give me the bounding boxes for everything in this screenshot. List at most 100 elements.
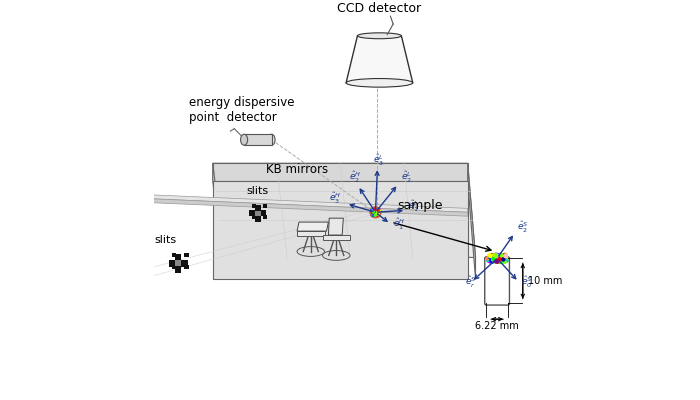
Circle shape xyxy=(494,258,497,262)
Circle shape xyxy=(373,208,375,210)
Circle shape xyxy=(503,253,507,256)
Circle shape xyxy=(374,210,376,212)
Bar xyxy=(255,211,260,216)
Circle shape xyxy=(376,214,378,216)
Circle shape xyxy=(373,211,375,213)
Circle shape xyxy=(502,258,505,261)
Text: $\hat{e}^S_2$: $\hat{e}^S_2$ xyxy=(517,220,528,235)
Circle shape xyxy=(497,256,500,260)
Circle shape xyxy=(487,255,491,258)
Circle shape xyxy=(372,210,374,211)
Circle shape xyxy=(491,253,494,256)
Polygon shape xyxy=(213,163,468,181)
Circle shape xyxy=(372,213,374,214)
Circle shape xyxy=(499,260,503,263)
Circle shape xyxy=(374,214,376,216)
Polygon shape xyxy=(213,163,225,279)
Circle shape xyxy=(487,259,490,262)
Circle shape xyxy=(491,258,494,261)
Circle shape xyxy=(496,260,500,263)
Circle shape xyxy=(490,257,493,260)
Circle shape xyxy=(500,254,503,257)
Bar xyxy=(255,205,261,222)
Circle shape xyxy=(496,258,498,261)
Text: 6.22 mm: 6.22 mm xyxy=(475,321,519,331)
Text: $\hat{e}^H_3$: $\hat{e}^H_3$ xyxy=(329,191,341,206)
Polygon shape xyxy=(146,195,468,212)
Circle shape xyxy=(499,256,502,259)
Circle shape xyxy=(492,254,495,257)
Circle shape xyxy=(493,255,496,258)
Circle shape xyxy=(496,256,498,259)
Circle shape xyxy=(376,209,377,211)
Circle shape xyxy=(374,212,377,214)
Circle shape xyxy=(376,212,378,214)
Circle shape xyxy=(372,209,374,211)
Circle shape xyxy=(375,210,377,212)
Circle shape xyxy=(489,259,492,262)
Circle shape xyxy=(373,214,375,216)
Circle shape xyxy=(498,254,502,258)
Circle shape xyxy=(372,210,374,212)
Circle shape xyxy=(496,256,500,259)
Circle shape xyxy=(372,212,374,214)
Circle shape xyxy=(378,208,380,210)
Circle shape xyxy=(370,209,372,211)
Circle shape xyxy=(497,259,500,262)
Circle shape xyxy=(492,260,495,263)
Circle shape xyxy=(495,260,498,263)
Circle shape xyxy=(494,253,497,256)
Circle shape xyxy=(496,258,499,261)
Text: CCD detector: CCD detector xyxy=(337,2,421,15)
Circle shape xyxy=(492,258,495,261)
Text: $\hat{e}^S_r$: $\hat{e}^S_r$ xyxy=(465,275,477,290)
Circle shape xyxy=(500,258,504,261)
Circle shape xyxy=(505,259,508,262)
Circle shape xyxy=(374,208,375,210)
Circle shape xyxy=(499,258,503,262)
Bar xyxy=(172,265,176,269)
Circle shape xyxy=(494,260,497,263)
Circle shape xyxy=(373,214,375,216)
Circle shape xyxy=(499,254,503,258)
Circle shape xyxy=(498,260,501,263)
Circle shape xyxy=(489,256,491,260)
Circle shape xyxy=(489,254,492,258)
Circle shape xyxy=(504,254,508,257)
Circle shape xyxy=(491,257,494,260)
Ellipse shape xyxy=(241,134,248,145)
Circle shape xyxy=(498,255,502,258)
Ellipse shape xyxy=(323,250,350,260)
Circle shape xyxy=(501,260,505,264)
Circle shape xyxy=(488,254,491,257)
Polygon shape xyxy=(146,198,468,216)
Text: sample: sample xyxy=(397,199,442,212)
Polygon shape xyxy=(468,163,475,279)
Circle shape xyxy=(497,255,500,258)
Text: $\hat{e}^L_3$: $\hat{e}^L_3$ xyxy=(373,153,384,168)
Circle shape xyxy=(500,259,503,262)
Circle shape xyxy=(498,260,501,263)
Circle shape xyxy=(487,257,491,260)
Text: $\hat{e}^H_2$: $\hat{e}^H_2$ xyxy=(349,170,361,186)
Circle shape xyxy=(497,260,500,263)
Circle shape xyxy=(499,255,503,258)
Bar xyxy=(263,215,267,219)
Circle shape xyxy=(497,260,500,263)
Circle shape xyxy=(373,212,375,214)
Circle shape xyxy=(372,212,374,214)
Circle shape xyxy=(502,258,505,261)
FancyBboxPatch shape xyxy=(323,235,350,240)
Circle shape xyxy=(375,213,377,215)
Circle shape xyxy=(372,214,375,216)
Circle shape xyxy=(491,257,494,260)
Circle shape xyxy=(374,212,377,214)
FancyBboxPatch shape xyxy=(297,231,325,236)
Circle shape xyxy=(375,212,377,214)
Circle shape xyxy=(499,257,503,260)
Circle shape xyxy=(492,257,495,260)
Polygon shape xyxy=(328,218,343,235)
Circle shape xyxy=(502,258,505,261)
Circle shape xyxy=(491,256,494,258)
Bar xyxy=(252,215,256,219)
